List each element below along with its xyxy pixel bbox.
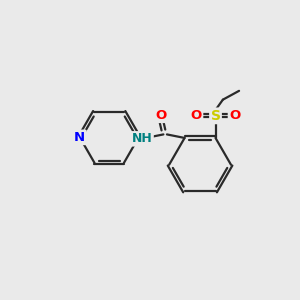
- Text: S: S: [211, 109, 220, 123]
- Text: NH: NH: [132, 132, 153, 145]
- Text: O: O: [229, 110, 240, 122]
- Text: N: N: [74, 131, 85, 144]
- Text: O: O: [191, 110, 202, 122]
- Text: O: O: [155, 109, 167, 122]
